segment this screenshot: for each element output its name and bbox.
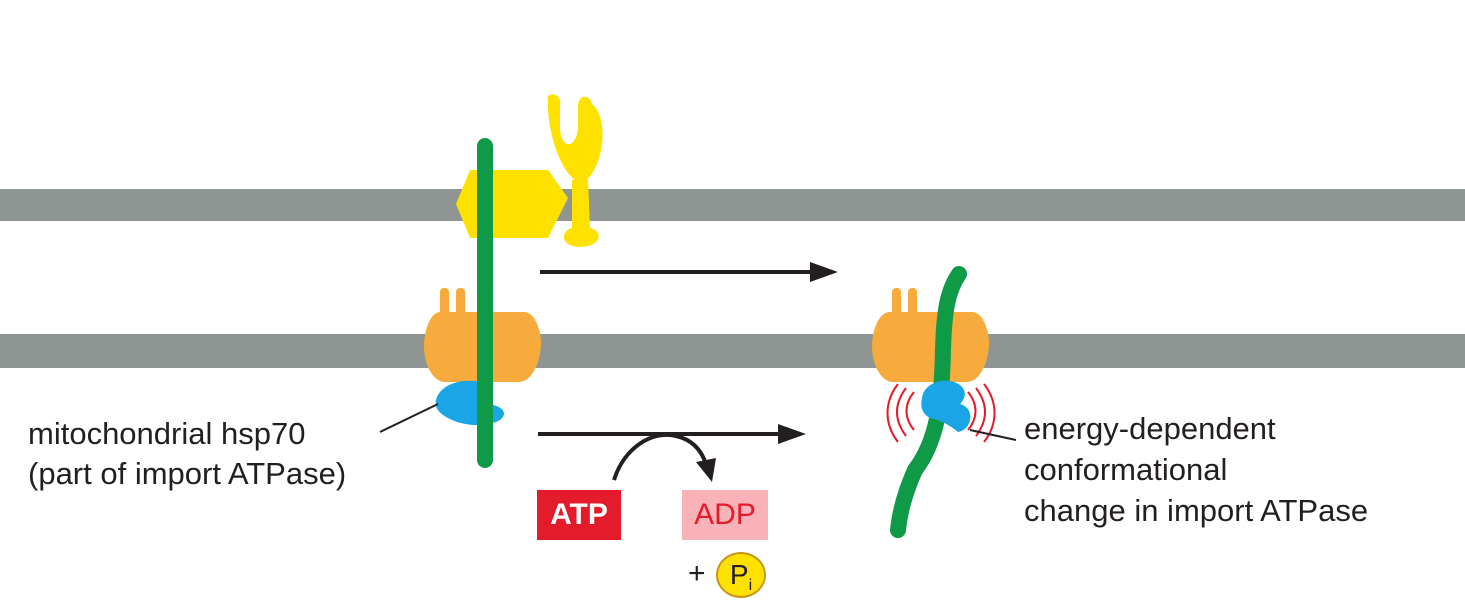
hsp70-left [435, 380, 504, 426]
hsp70-label-line2: (part of import ATPase) [28, 456, 347, 491]
conformation-label-line1: energy-dependent [1024, 411, 1276, 446]
atp-badge: ATP [537, 490, 621, 540]
outer-membrane [0, 189, 1465, 221]
top-arrow [540, 262, 838, 282]
phosphate-subscript: i [748, 577, 753, 594]
tim-complex-right [872, 288, 990, 382]
conformation-label-line3: change in import ATPase [1024, 493, 1369, 528]
conformation-label-line2: conformational [1024, 452, 1228, 487]
phosphate-badge: Pi [716, 552, 766, 598]
hsp70-leader-line [379, 403, 439, 433]
hsp70-right [921, 380, 971, 432]
atp-hydrolysis-arrow [612, 432, 716, 482]
phosphate-main: P [729, 559, 749, 590]
conformation-leader-line [969, 429, 1017, 441]
plus-sign: + [688, 557, 706, 590]
inner-membrane [0, 334, 1465, 368]
hsp70-label-line1: mitochondrial hsp70 [28, 416, 306, 451]
adp-badge: ADP [682, 490, 768, 540]
